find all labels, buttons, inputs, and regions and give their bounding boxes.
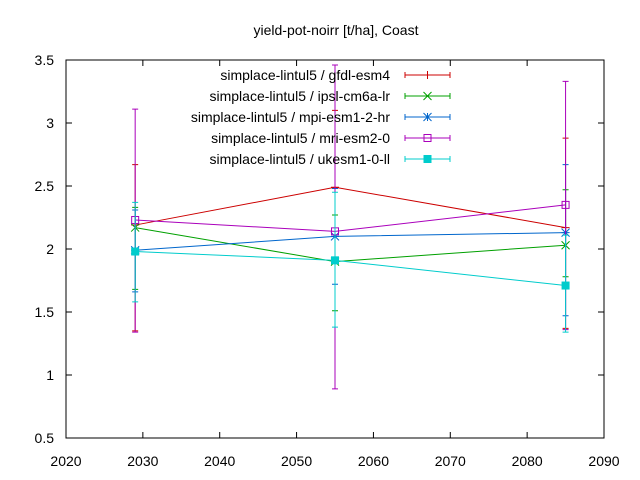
series-line — [135, 227, 566, 263]
series-line — [135, 251, 566, 287]
data-point — [331, 256, 339, 265]
series-1 — [130, 189, 570, 312]
legend-entry: simplace-lintul5 / mri-esm2-0 — [211, 130, 451, 146]
x-tick-label: 2090 — [588, 453, 619, 469]
y-tick-label: 2.5 — [35, 178, 55, 194]
legend: simplace-lintul5 / gfdl-esm4 simplace-lin… — [191, 67, 451, 167]
y-tick-label: 2 — [46, 241, 54, 257]
x-tick-label: 2050 — [281, 453, 312, 469]
legend-swatch — [404, 135, 451, 141]
series-line — [135, 204, 566, 232]
series-line — [135, 186, 566, 229]
legend-label: simplace-lintul5 / mpi-esm1-2-hr — [191, 109, 391, 125]
x-tick-label: 2030 — [127, 453, 158, 469]
series-line — [135, 232, 566, 251]
data-point — [131, 247, 140, 256]
series-layer — [130, 64, 570, 390]
y-tick-label: 1 — [46, 367, 54, 383]
legend-label: simplace-lintul5 / gfdl-esm4 — [220, 67, 390, 83]
x-tick-label: 2040 — [204, 453, 235, 469]
legend-marker — [423, 71, 432, 79]
legend-entry: simplace-lintul5 / ipsl-cm6a-lr — [210, 88, 451, 104]
legend-label: simplace-lintul5 / ukesm1-0-ll — [209, 151, 390, 167]
legend-marker — [423, 134, 432, 142]
y-tick-label: 1.5 — [35, 304, 55, 320]
series-2 — [130, 164, 570, 317]
x-tick-label: 2080 — [512, 453, 543, 469]
y-tick-label: 3.5 — [35, 52, 55, 68]
legend-marker — [423, 91, 432, 101]
legend-entry: simplace-lintul5 / mpi-esm1-2-hr — [191, 109, 451, 125]
legend-marker — [423, 112, 432, 122]
axis-ticks: 2020 2030 2040 2050 2060 2070 2080 2090 0.5 1 1.5 2… — [35, 52, 620, 469]
legend-marker — [423, 155, 432, 163]
legend-entry: simplace-lintul5 / ukesm1-0-ll — [209, 151, 451, 167]
legend-label: simplace-lintul5 / ipsl-cm6a-lr — [210, 88, 391, 104]
data-point — [561, 281, 570, 290]
data-point — [561, 200, 570, 209]
legend-entry: simplace-lintul5 / gfdl-esm4 — [220, 67, 451, 83]
y-tick-label: 0.5 — [35, 430, 55, 446]
series-4 — [131, 191, 570, 333]
y-tick-label: 3 — [46, 115, 54, 131]
x-tick-label: 2070 — [435, 453, 466, 469]
legend-label: simplace-lintul5 / mri-esm2-0 — [211, 130, 390, 146]
x-tick-label: 2060 — [358, 453, 389, 469]
chart-title: yield-pot-noirr [t/ha], Coast — [254, 22, 419, 38]
x-tick-label: 2020 — [50, 453, 81, 469]
